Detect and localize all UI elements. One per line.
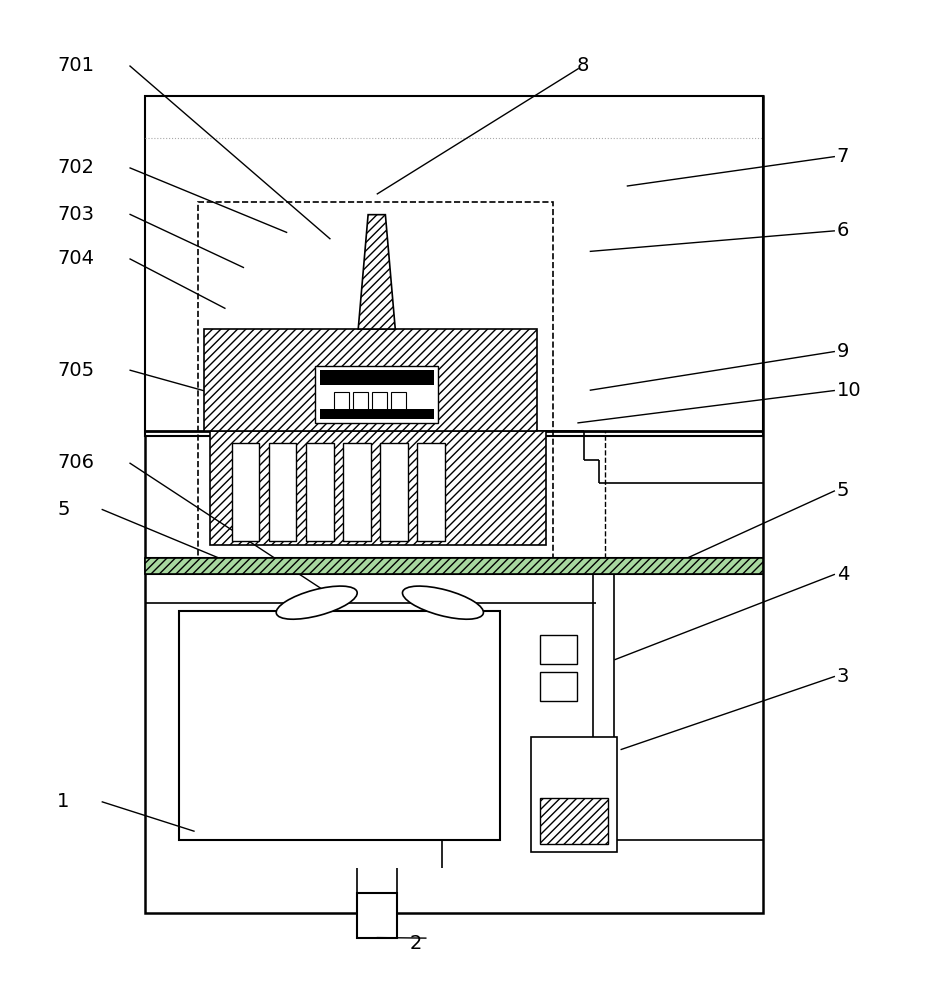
Text: 1: 1 (57, 792, 70, 811)
Bar (145, 558, 762, 574)
Text: 7: 7 (837, 147, 849, 166)
Bar (540, 672, 577, 701)
Text: 9: 9 (837, 342, 849, 361)
Bar (232, 443, 260, 541)
Bar (357, 893, 397, 938)
Bar (319, 409, 434, 419)
Text: 10: 10 (837, 381, 861, 400)
Bar (540, 798, 608, 844)
Text: 8: 8 (577, 56, 589, 75)
Bar (343, 443, 371, 541)
Bar (391, 392, 406, 415)
Text: 702: 702 (57, 158, 94, 177)
Text: 703: 703 (57, 205, 94, 224)
Text: 705: 705 (57, 361, 94, 380)
Bar (315, 366, 439, 423)
Bar (145, 96, 762, 913)
Text: 706: 706 (57, 453, 94, 472)
Text: 2: 2 (410, 934, 422, 953)
Bar (371, 392, 387, 415)
Bar (197, 202, 553, 558)
Bar (417, 443, 445, 541)
Bar (531, 737, 617, 852)
Bar (380, 443, 408, 541)
Ellipse shape (402, 586, 483, 619)
Text: 5: 5 (57, 500, 70, 519)
Text: 4: 4 (837, 565, 849, 584)
Text: 6: 6 (837, 221, 849, 240)
Ellipse shape (277, 586, 358, 619)
Bar (353, 392, 368, 415)
Bar (145, 96, 762, 436)
Bar (210, 431, 546, 545)
Bar (319, 370, 434, 385)
Polygon shape (358, 215, 396, 329)
Bar (269, 443, 296, 541)
Bar (179, 611, 500, 840)
Bar (210, 431, 546, 545)
Bar (333, 392, 349, 415)
Bar (540, 635, 577, 664)
Text: 704: 704 (57, 249, 94, 268)
Text: 5: 5 (837, 481, 849, 500)
Bar (305, 443, 333, 541)
Text: 701: 701 (57, 56, 94, 75)
Bar (204, 329, 537, 431)
Text: 3: 3 (837, 667, 849, 686)
